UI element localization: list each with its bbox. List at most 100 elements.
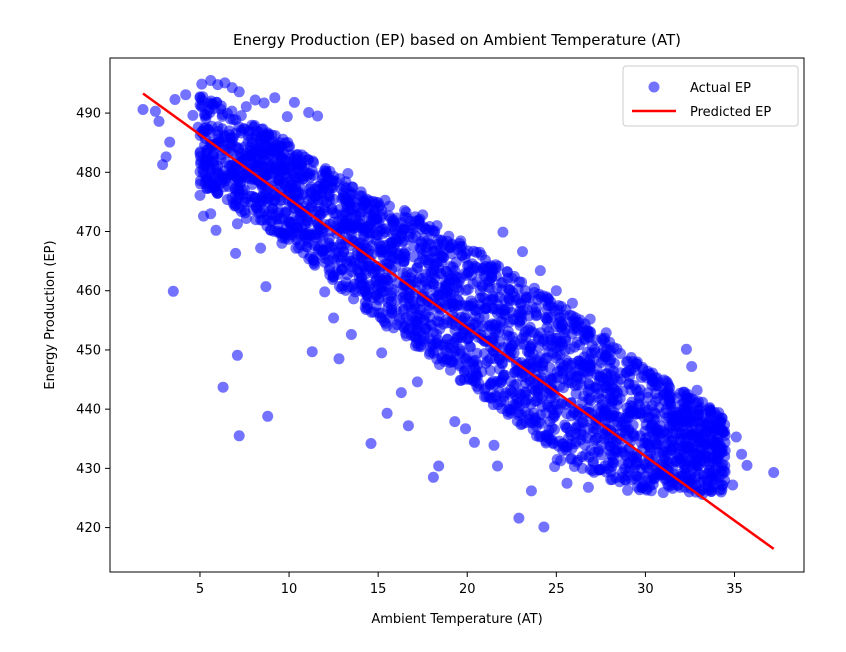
x-tick-label: 25	[548, 582, 565, 597]
data-point	[345, 329, 357, 340]
data-point	[444, 342, 456, 354]
data-point	[411, 376, 423, 388]
data-point	[187, 109, 199, 121]
data-point	[467, 358, 479, 370]
data-point	[484, 365, 496, 376]
data-point	[256, 123, 268, 135]
data-point	[705, 486, 717, 497]
data-point	[587, 456, 599, 468]
data-point	[217, 108, 228, 120]
data-point	[470, 367, 482, 379]
data-point	[293, 213, 305, 225]
data-point	[227, 168, 239, 180]
data-point	[542, 300, 554, 312]
data-point	[358, 196, 370, 208]
data-point	[238, 169, 250, 181]
data-point	[388, 284, 400, 296]
data-point	[303, 154, 315, 166]
data-point	[288, 227, 299, 239]
data-point	[349, 286, 361, 298]
data-point	[167, 285, 179, 297]
data-point	[352, 245, 364, 257]
data-point	[233, 86, 245, 98]
data-point	[420, 223, 432, 235]
data-point	[240, 101, 252, 113]
data-point	[605, 474, 617, 486]
data-point	[195, 101, 207, 113]
data-point	[380, 317, 392, 329]
data-point	[273, 149, 285, 161]
data-point	[684, 473, 696, 485]
y-tick-label: 470	[76, 225, 101, 240]
data-point	[741, 459, 753, 471]
data-point	[233, 430, 245, 442]
data-point	[481, 264, 493, 276]
data-point	[492, 460, 503, 472]
data-point	[588, 435, 600, 446]
data-point	[620, 474, 632, 486]
data-point	[559, 419, 571, 431]
x-tick-label: 5	[196, 582, 204, 597]
data-point	[700, 452, 711, 464]
data-point	[317, 183, 329, 195]
data-point	[261, 214, 273, 226]
legend-marker-actual-ep	[648, 81, 660, 93]
data-point	[302, 195, 314, 207]
data-point	[533, 331, 544, 343]
data-point	[711, 455, 723, 467]
data-point	[541, 321, 553, 333]
data-point	[289, 195, 301, 206]
data-point	[402, 420, 414, 432]
y-axis-label: Energy Production (EP)	[43, 240, 58, 389]
data-point	[303, 107, 315, 118]
y-axis-ticks: 420 430 440 450 460 470 480 490	[76, 107, 110, 536]
data-point	[374, 200, 386, 211]
data-point	[235, 110, 247, 122]
y-tick-label: 430	[76, 462, 101, 477]
data-point	[515, 419, 527, 431]
data-point	[594, 375, 605, 387]
y-tick-label: 460	[76, 284, 101, 299]
data-point	[678, 444, 689, 456]
plot-frame	[109, 57, 805, 573]
data-point	[501, 405, 513, 417]
data-point	[675, 414, 687, 426]
data-point	[363, 260, 375, 272]
data-point	[476, 279, 488, 291]
data-point	[652, 392, 664, 404]
data-point	[561, 477, 573, 489]
data-point	[350, 219, 362, 230]
data-point	[542, 401, 554, 413]
data-point	[446, 355, 458, 367]
data-point	[442, 295, 454, 307]
data-point	[258, 97, 270, 109]
data-point	[719, 460, 731, 472]
data-point	[319, 286, 331, 298]
data-point	[197, 91, 209, 103]
data-point	[571, 456, 583, 468]
data-point	[164, 136, 176, 148]
data-point	[376, 347, 388, 359]
data-point	[681, 462, 693, 474]
data-point	[667, 414, 679, 425]
data-point	[514, 338, 525, 350]
data-point	[570, 428, 582, 440]
data-point	[583, 378, 595, 390]
data-point	[472, 303, 484, 315]
data-point	[443, 276, 455, 288]
data-point	[582, 368, 594, 380]
data-point	[565, 309, 576, 321]
data-point	[468, 436, 480, 448]
data-point	[379, 226, 391, 238]
data-point	[465, 341, 477, 353]
data-point	[605, 466, 617, 478]
data-point	[417, 209, 429, 221]
data-point	[398, 256, 410, 268]
data-point	[420, 268, 432, 280]
data-point	[268, 225, 280, 237]
data-point	[169, 94, 181, 105]
data-point	[254, 145, 266, 156]
data-point	[384, 237, 396, 249]
data-point	[293, 242, 305, 254]
